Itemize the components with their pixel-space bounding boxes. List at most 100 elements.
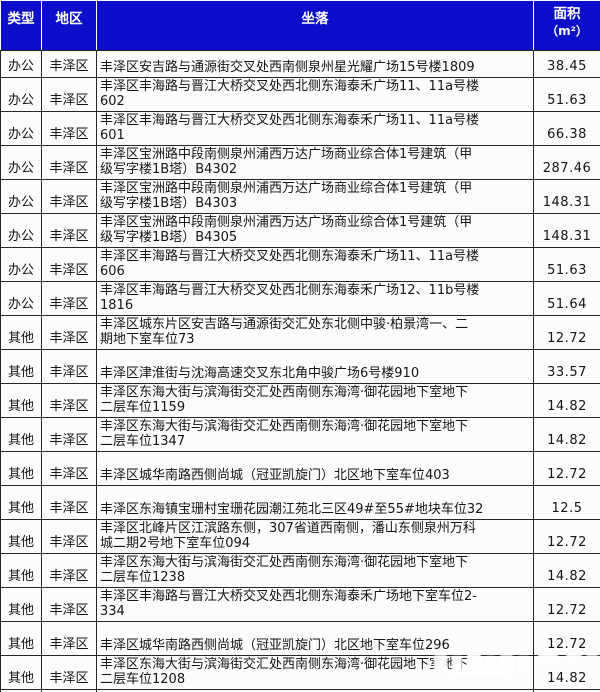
cell-location: 丰泽区宝洲路中段南侧泉州浦西万达广场商业综合体1号建筑（甲 级写字楼1B塔）B4… (96, 213, 534, 248)
cell-area: 12.72 (533, 451, 600, 486)
column-header-district: 地区 (41, 0, 97, 51)
cell-type: 办公 (0, 247, 42, 282)
cell-district: 丰泽区 (41, 247, 97, 282)
cell-location: 丰泽区安吉路与通源街交叉处西南侧泉州星光耀广场15号楼1809 (96, 50, 534, 78)
cell-type: 其他 (0, 553, 42, 588)
cell-type: 办公 (0, 179, 42, 214)
cell-type: 办公 (0, 213, 42, 248)
column-header-location: 坐落 (96, 0, 534, 51)
cell-area: 12.72 (533, 315, 600, 350)
cell-district: 丰泽区 (41, 111, 97, 146)
table-row: 办公 丰泽区 丰泽区丰海路与晋江大桥交叉处西北侧东海泰禾广场11、11a号楼 602… (0, 77, 600, 112)
cell-location: 丰泽区城华南路西侧尚城（冠亚凯旋门）北区地下室车位296 (96, 621, 534, 656)
column-header-area-label: 面积 （m²） (535, 2, 600, 50)
cell-location: 丰泽区城华南路西侧尚城（冠亚凯旋门）北区地下室车位403 (96, 451, 534, 486)
table-row: 其他 丰泽区 丰泽区城东片区安吉路与通源街交汇处东北侧中骏·柏景湾一、二 期地下室车… (0, 315, 600, 350)
cell-district: 丰泽区 (41, 349, 97, 384)
cell-district: 丰泽区 (41, 383, 97, 418)
cell-district: 丰泽区 (41, 213, 97, 248)
cell-area: 38.45 (533, 50, 600, 78)
table-row: 办公 丰泽区 丰泽区宝洲路中段南侧泉州浦西万达广场商业综合体1号建筑（甲 级写字楼1… (0, 213, 600, 248)
cell-district: 丰泽区 (41, 587, 97, 622)
cell-type: 其他 (0, 587, 42, 622)
cell-district: 丰泽区 (41, 145, 97, 180)
cell-location: 丰泽区东海镇宝珊村宝珊花园潮江苑北三区49#至55#地块车位32 (96, 485, 534, 520)
header-row: 类型 地区 坐落 面积 （m²） (0, 0, 600, 51)
cell-location: 丰泽区津淮街与沈海高速交叉东北角中骏广场6号楼910 (96, 349, 534, 384)
cell-location: 丰泽区东海大街与滨海街交汇处西南侧东海湾·御花园地下室地下 二层车位1347 (96, 417, 534, 452)
column-header-type-label: 类型 (7, 11, 35, 27)
cell-type: 其他 (0, 383, 42, 418)
cell-area: 12.72 (533, 587, 600, 622)
cell-area: 51.63 (533, 77, 600, 112)
cell-type: 其他 (0, 655, 42, 690)
cell-location: 丰泽区东海大街与滨海街交汇处西南侧东海湾·御花园地下室地下 二层车位1159 (96, 383, 534, 418)
table-body: 办公 丰泽区 丰泽区安吉路与通源街交叉处西南侧泉州星光耀广场15号楼1809 38.4… (0, 50, 600, 692)
cell-type: 其他 (0, 315, 42, 350)
table-row: 其他 丰泽区 丰泽区东海镇宝珊村宝珊花园潮江苑北三区49#至55#地块车位32 12.… (0, 485, 600, 520)
cell-area: 12.5 (533, 485, 600, 520)
table-row: 其他 丰泽区 丰泽区东海大街与滨海街交汇处西南侧东海湾·御花园地下室地下 二层车位1… (0, 553, 600, 588)
cell-area: 12.72 (533, 519, 600, 554)
column-header-location-label: 坐落 (301, 11, 329, 27)
cell-area: 33.57 (533, 349, 600, 384)
cell-area: 14.82 (533, 655, 600, 690)
table-row: 其他 丰泽区 丰泽区津淮街与沈海高速交叉东北角中骏广场6号楼910 33.57 (0, 349, 600, 384)
table-row: 其他 丰泽区 丰泽区北峰片区江滨路东侧，307省道西南侧，潘山东侧泉州万科 城二期2… (0, 519, 600, 554)
table-row: 办公 丰泽区 丰泽区丰海路与晋江大桥交叉处西北侧东海泰禾广场11、11a号楼 606… (0, 247, 600, 282)
cell-type: 其他 (0, 349, 42, 384)
cell-type: 其他 (0, 451, 42, 486)
cell-district: 丰泽区 (41, 50, 97, 78)
cell-type: 办公 (0, 281, 42, 316)
cell-district: 丰泽区 (41, 315, 97, 350)
cell-location: 丰泽区丰海路与晋江大桥交叉处西北侧东海泰禾广场地下室车位2- 334 (96, 587, 534, 622)
column-header-area-unit: （m²） (546, 24, 588, 38)
cell-type: 其他 (0, 519, 42, 554)
cell-type: 办公 (0, 50, 42, 78)
cell-type: 办公 (0, 111, 42, 146)
table-row: 其他 丰泽区 丰泽区城华南路西侧尚城（冠亚凯旋门）北区地下室车位403 12.72 (0, 451, 600, 486)
cell-district: 丰泽区 (41, 179, 97, 214)
table-row: 办公 丰泽区 丰泽区丰海路与晋江大桥交叉处西北侧东海泰禾广场11、11a号楼 601… (0, 111, 600, 146)
cell-type: 其他 (0, 485, 42, 520)
cell-area: 287.46 (533, 145, 600, 180)
cell-area: 148.31 (533, 213, 600, 248)
cell-area: 14.82 (533, 417, 600, 452)
cell-location: 丰泽区东海大街与滨海街交汇处西南侧东海湾·御花园地下室地下 二层车位1208 (96, 655, 534, 690)
cell-district: 丰泽区 (41, 417, 97, 452)
cell-area: 51.64 (533, 281, 600, 316)
cell-district: 丰泽区 (41, 281, 97, 316)
cell-district: 丰泽区 (41, 519, 97, 554)
cell-location: 丰泽区宝洲路中段南侧泉州浦西万达广场商业综合体1号建筑（甲 级写字楼1B塔）B4… (96, 145, 534, 180)
cell-district: 丰泽区 (41, 621, 97, 656)
table-row: 其他 丰泽区 丰泽区丰海路与晋江大桥交叉处西北侧东海泰禾广场地下室车位2- 334 1… (0, 587, 600, 622)
cell-location: 丰泽区丰海路与晋江大桥交叉处西北侧东海泰禾广场11、11a号楼 602 (96, 77, 534, 112)
cell-area: 12.72 (533, 621, 600, 656)
cell-district: 丰泽区 (41, 655, 97, 690)
cell-district: 丰泽区 (41, 553, 97, 588)
table-row: 其他 丰泽区 丰泽区城华南路西侧尚城（冠亚凯旋门）北区地下室车位296 12.72 (0, 621, 600, 656)
table-row: 其他 丰泽区 丰泽区东海大街与滨海街交汇处西南侧东海湾·御花园地下室地下 二层车位1… (0, 383, 600, 418)
table-row: 其他 丰泽区 丰泽区东海大街与滨海街交汇处西南侧东海湾·御花园地下室地下 二层车位1… (0, 417, 600, 452)
cell-district: 丰泽区 (41, 485, 97, 520)
cell-area: 14.82 (533, 383, 600, 418)
cell-location: 丰泽区宝洲路中段南侧泉州浦西万达广场商业综合体1号建筑（甲 级写字楼1B塔）B4… (96, 179, 534, 214)
cell-type: 其他 (0, 621, 42, 656)
cell-type: 办公 (0, 77, 42, 112)
cell-area: 148.31 (533, 179, 600, 214)
cell-location: 丰泽区丰海路与晋江大桥交叉处西北侧东海泰禾广场11、11a号楼 601 (96, 111, 534, 146)
table-row: 办公 丰泽区 丰泽区丰海路与晋江大桥交叉处西北侧东海泰禾广场12、11b号楼 181… (0, 281, 600, 316)
cell-location: 丰泽区东海大街与滨海街交汇处西南侧东海湾·御花园地下室地下 二层车位1238 (96, 553, 534, 588)
cell-area: 51.63 (533, 247, 600, 282)
column-header-district-label: 地区 (55, 11, 83, 27)
cell-district: 丰泽区 (41, 451, 97, 486)
cell-location: 丰泽区丰海路与晋江大桥交叉处西北侧东海泰禾广场11、11a号楼 606 (96, 247, 534, 282)
cell-district: 丰泽区 (41, 77, 97, 112)
table-row: 办公 丰泽区 丰泽区安吉路与通源街交叉处西南侧泉州星光耀广场15号楼1809 38.4… (0, 50, 600, 78)
cell-area: 14.82 (533, 553, 600, 588)
column-header-type: 类型 (0, 0, 42, 51)
table-row: 办公 丰泽区 丰泽区宝洲路中段南侧泉州浦西万达广场商业综合体1号建筑（甲 级写字楼1… (0, 145, 600, 180)
cell-type: 办公 (0, 145, 42, 180)
